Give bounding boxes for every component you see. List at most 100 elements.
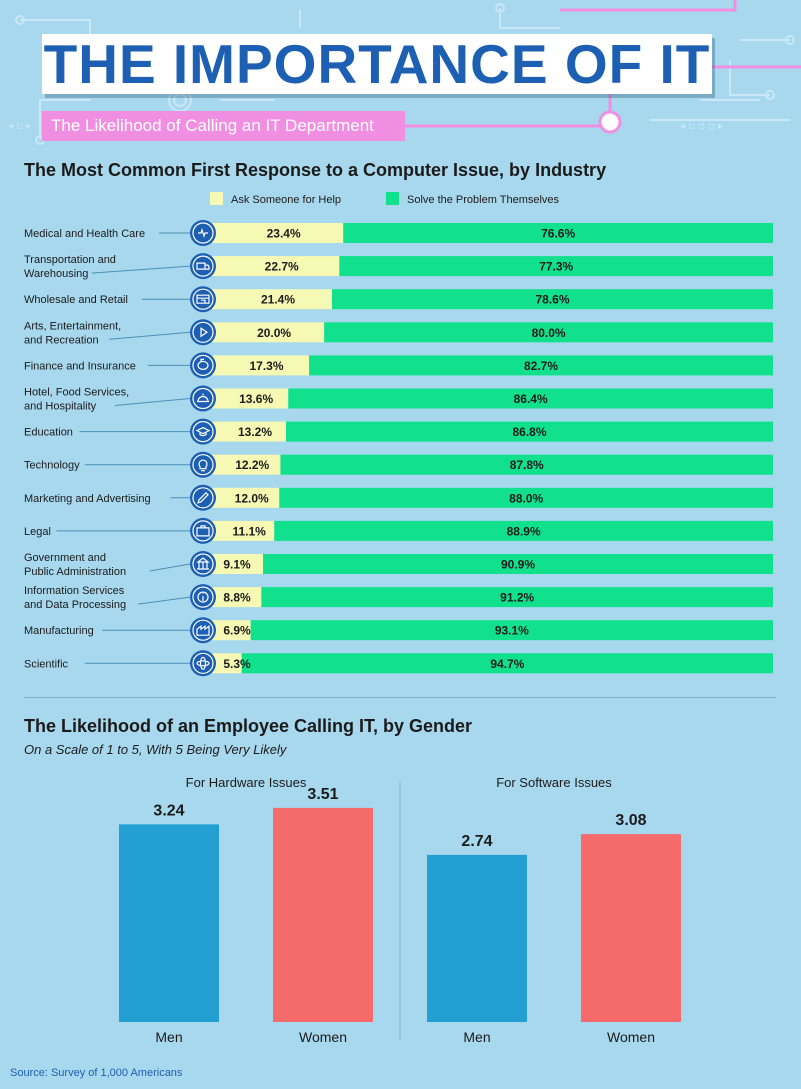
legend-swatch-ask [210, 192, 223, 205]
briefcase-icon [196, 525, 210, 537]
icon-circle [190, 253, 216, 280]
bar-solve [274, 520, 773, 541]
value-label-solve: 82.7% [524, 359, 558, 373]
bar-solve [324, 322, 773, 343]
icon-circle [190, 418, 216, 445]
value-label-solve: 91.2% [500, 591, 534, 605]
bar-solve [263, 554, 773, 574]
page-title: THE IMPORTANCE OF IT [43, 33, 711, 95]
category-label: Education [24, 427, 73, 439]
bar-women [581, 834, 681, 1022]
bar-ask [212, 388, 289, 409]
cloche-icon [197, 393, 209, 403]
bar-value-label: 3.24 [153, 802, 184, 819]
icon-ring [192, 619, 214, 641]
legend-label-ask: Ask Someone for Help [231, 194, 342, 206]
icon-ring [192, 586, 214, 608]
group-label: For Software Issues [496, 775, 612, 790]
bar-ask [212, 587, 262, 608]
value-label-solve: 88.0% [509, 491, 543, 505]
storefront-icon [196, 294, 210, 304]
icon-ring [192, 454, 214, 476]
bar-solve [261, 587, 773, 608]
bar-solve [343, 223, 773, 243]
bar-solve [309, 355, 773, 376]
icon-ring [192, 520, 214, 542]
bar-ask [212, 620, 251, 641]
source-note: Source: Survey of 1,000 Americans [10, 1067, 183, 1079]
title-banner: THE IMPORTANCE OF IT [42, 34, 712, 94]
value-label-ask: 5.3% [223, 657, 251, 671]
group-label: For Hardware Issues [186, 775, 307, 790]
value-label-ask: 12.2% [235, 458, 269, 472]
legend-label-solve: Solve the Problem Themselves [407, 194, 560, 206]
page-subtitle: The Likelihood of Calling an IT Departme… [51, 116, 374, 135]
category-label: Information Services and Data Processing [24, 585, 126, 611]
value-label-ask: 6.9% [223, 624, 251, 638]
icon-ring [192, 321, 214, 343]
icon-circle [190, 484, 216, 511]
government-building-icon [196, 557, 210, 570]
bar-men [119, 824, 219, 1022]
icon-circle [190, 286, 216, 313]
bar-value-label: 2.74 [461, 833, 492, 850]
value-label-ask: 17.3% [250, 359, 284, 373]
graduation-cap-icon [195, 426, 211, 437]
leader-line [149, 563, 191, 572]
value-label-ask: 20.0% [257, 326, 291, 340]
bar-ask [212, 653, 242, 674]
category-label: Finance and Insurance [24, 360, 136, 372]
icon-ring [192, 354, 214, 376]
piggy-bank-icon [197, 358, 209, 370]
bar-solve [241, 653, 773, 674]
icon-ring [192, 288, 214, 310]
icon-ring [192, 652, 214, 674]
value-label-ask: 13.2% [238, 425, 272, 439]
subtitle-banner: The Likelihood of Calling an IT Departme… [42, 111, 405, 141]
gender-chart-subtitle: On a Scale of 1 to 5, With 5 Being Very … [24, 742, 287, 757]
value-label-ask: 21.4% [261, 293, 295, 307]
legend-ask: Ask Someone for Help [210, 192, 341, 206]
bar-ask [212, 223, 344, 243]
bar-solve [286, 421, 773, 442]
truck-icon [196, 262, 210, 270]
value-label-solve: 76.6% [541, 227, 575, 241]
bar-value-label: 3.08 [615, 812, 646, 829]
bar-men [427, 854, 527, 1022]
bar-ask [212, 520, 275, 541]
icon-ring [192, 487, 214, 509]
icon-circle [190, 650, 216, 677]
bar-solve [279, 487, 773, 508]
category-label: Men [155, 1029, 182, 1045]
value-label-solve: 77.3% [539, 260, 573, 274]
bar-women [273, 807, 373, 1022]
icon-circle [190, 617, 216, 644]
bar-solve [288, 388, 773, 409]
leader-line [109, 331, 191, 340]
svg-text:◂ ▫ ▸: ◂ ▫ ▸ [8, 121, 31, 132]
atom-icon [196, 656, 210, 670]
factory-icon [196, 625, 210, 636]
bar-value-label: 3.51 [307, 786, 338, 803]
value-label-ask: 13.6% [239, 392, 273, 406]
icon-circle [190, 517, 216, 544]
bar-solve [332, 289, 773, 310]
category-label: Wholesale and Retail [24, 294, 128, 306]
bar-ask [212, 421, 287, 442]
category-label: Legal [24, 526, 51, 538]
legend-solve: Solve the Problem Themselves [386, 192, 559, 206]
category-label: Women [299, 1029, 347, 1045]
icon-circle [190, 584, 216, 611]
section-divider [24, 697, 776, 698]
value-label-ask: 23.4% [267, 227, 301, 241]
bar-solve [250, 620, 774, 641]
icon-ring [192, 553, 214, 575]
value-label-solve: 87.8% [510, 458, 544, 472]
heart-monitor-icon [198, 228, 208, 238]
category-label: Government and Public Administration [24, 552, 126, 578]
category-label: Men [463, 1029, 490, 1045]
value-label-solve: 80.0% [532, 326, 566, 340]
icon-circle [190, 220, 216, 246]
value-label-ask: 11.1% [232, 524, 266, 538]
